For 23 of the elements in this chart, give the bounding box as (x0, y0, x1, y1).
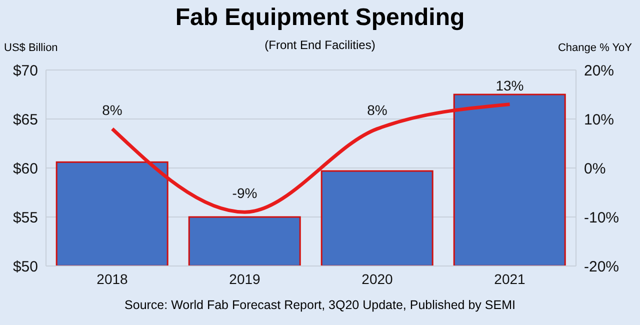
y2-tick-label: 0% (584, 160, 606, 178)
y-tick-label: $50 (12, 258, 38, 276)
y-tick-label: $55 (12, 209, 38, 226)
source-note: Source: World Fab Forecast Report, 3Q20 Update, Published by SEMI (124, 298, 516, 312)
data-label: 13% (496, 77, 524, 94)
y2-tick-label: 20% (584, 62, 614, 80)
x-tick-label: 2021 (494, 270, 526, 287)
x-tick-label: 2018 (96, 270, 128, 287)
x-tick-label: 2020 (362, 270, 394, 287)
y2-tick-label: -20% (584, 258, 620, 276)
x-tick-label: 2019 (229, 270, 261, 287)
data-label: 8% (102, 102, 122, 118)
y-tick-label: $65 (12, 111, 38, 128)
data-label: -9% (232, 185, 258, 202)
chart-subtitle: (Front End Facilities) (264, 38, 376, 52)
y-tick-label: $70 (12, 62, 38, 80)
chart-title: Fab Equipment Spending (174, 4, 466, 32)
y2-axis-title: Change % YoY (558, 42, 632, 54)
y2-tick-label: -10% (584, 209, 620, 226)
data-label: 8% (367, 102, 388, 118)
y-axis-title: US$ Billion (4, 42, 58, 54)
y-tick-label: $60 (12, 160, 38, 178)
y2-tick-label: 10% (584, 111, 614, 128)
